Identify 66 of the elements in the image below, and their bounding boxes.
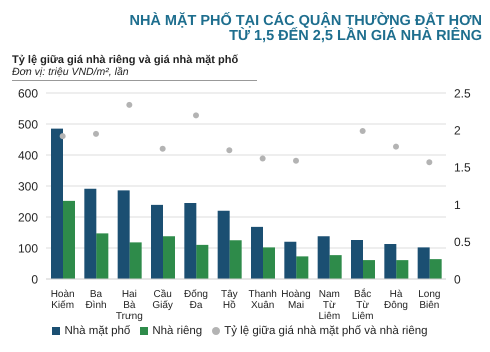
y2-tick-label: 0 (454, 272, 461, 286)
x-tick-label: Ba Đình (85, 289, 107, 311)
bar (263, 247, 275, 279)
point (393, 144, 399, 150)
legend-label: Nhà mặt phố (64, 325, 130, 337)
y2-tick-label: 0.5 (454, 235, 472, 250)
bar (230, 240, 242, 279)
point (160, 146, 166, 152)
y2-tick-label: 1 (454, 198, 461, 212)
chart-title: NHÀ MẶT PHỐ TẠI CÁC QUẬN THƯỜNG ĐẮT HƠN TỪ 1,5 ĐẾN 2,5 LẦN GIÁ NHÀ RIÊNG (128, 13, 482, 44)
point (126, 102, 132, 108)
bar (363, 260, 375, 279)
bar (51, 128, 63, 279)
legend-label: Tỷ lệ giữa giá nhà mặt phố và nhà riêng (224, 325, 428, 337)
chart-subtitle: Tỷ lệ giữa giá nhà riêng và giá nhà mặt phố (12, 54, 240, 66)
point (360, 128, 366, 134)
y-tick-label: 200 (18, 210, 38, 224)
x-tick-label: Nam Từ Liêm (318, 289, 340, 322)
y-tick-label: 400 (18, 148, 38, 162)
bar (384, 244, 396, 279)
bar (418, 247, 430, 279)
bar (318, 236, 330, 279)
y2-tick-label: 1.5 (454, 160, 472, 175)
point (293, 158, 299, 164)
x-tick-label: Hoàn Kiếm (50, 289, 75, 311)
y-tick-label: 600 (18, 86, 38, 100)
bar (163, 236, 175, 279)
y-tick-label: 500 (18, 117, 38, 132)
bar (130, 242, 142, 279)
bar (296, 256, 308, 279)
point (60, 133, 66, 140)
bar (84, 188, 96, 279)
point (226, 147, 232, 154)
x-tick-label: Bắc Từ Liêm (352, 288, 374, 322)
bar (196, 244, 208, 279)
legend-label: Nhà riêng (152, 325, 202, 337)
x-tick-label: Hoàng Mai (281, 289, 311, 311)
bar (330, 255, 342, 279)
y-tick-label: 100 (18, 241, 38, 256)
x-tick-label: Hà Đông (384, 289, 408, 311)
y-tick-label: 0 (31, 272, 38, 286)
bar (251, 226, 263, 279)
point (93, 130, 99, 137)
y2-tick-label: 2 (454, 123, 461, 138)
x-tick-label: Cầu Giấy (152, 289, 173, 311)
bar (96, 233, 108, 279)
bar (118, 190, 130, 279)
bar (63, 200, 75, 279)
bar (184, 203, 196, 279)
text: Đơn vị: triệu VND/m², lần (12, 66, 130, 78)
bar (396, 260, 408, 279)
point (193, 112, 199, 118)
y-tick-label: 300 (18, 179, 38, 194)
x-tick-label: Đống Đa (184, 289, 208, 311)
point (260, 155, 266, 162)
bar (351, 240, 363, 279)
bar (151, 204, 163, 279)
y2-tick-label: 2.5 (454, 86, 472, 100)
bar (284, 242, 296, 279)
point (426, 159, 432, 166)
bar (430, 259, 442, 279)
x-tick-label: Hai Bà Trưng (116, 289, 143, 322)
x-tick-label: Tây Hồ (220, 289, 238, 311)
x-tick-label: Thanh Xuân (248, 289, 277, 311)
bar (218, 210, 230, 279)
x-tick-label: Long Biên (418, 289, 440, 311)
